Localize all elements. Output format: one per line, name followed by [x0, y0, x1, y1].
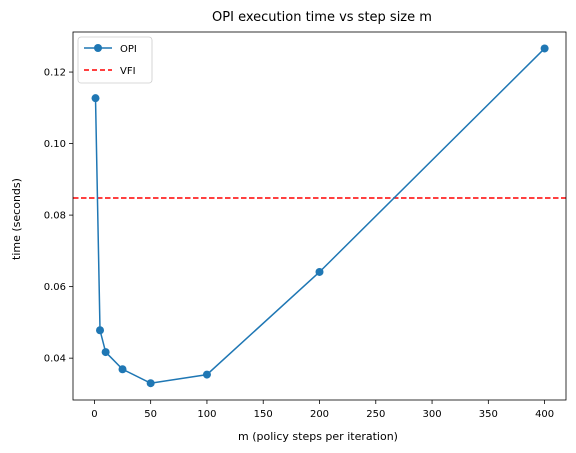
x-tick-label: 150 [254, 409, 273, 420]
opi-point [202, 370, 211, 379]
x-tick-label: 200 [310, 409, 329, 420]
chart-title: OPI execution time vs step size m [212, 10, 432, 25]
x-tick-label: 100 [197, 409, 216, 420]
y-tick-label: 0.12 [44, 68, 66, 79]
x-axis-ticks: 0 50 100 150 200 250 300 350 400 [91, 400, 554, 420]
y-axis-ticks: 0.04 0.06 0.08 0.10 0.12 [44, 68, 73, 365]
opi-point [540, 44, 549, 53]
opi-point [315, 267, 324, 276]
y-tick-label: 0.08 [44, 211, 66, 222]
opi-point [118, 365, 127, 374]
legend-box [77, 36, 153, 84]
y-tick-label: 0.04 [44, 354, 66, 365]
opi-point [96, 326, 105, 335]
x-tick-label: 350 [479, 409, 498, 420]
plot-area [73, 44, 566, 388]
legend-vfi-label: VFI [120, 66, 136, 77]
x-axis-label: m (policy steps per iteration) [238, 430, 398, 443]
opi-point [146, 379, 155, 388]
x-tick-label: 0 [91, 409, 97, 420]
opi-point [101, 348, 110, 357]
x-tick-label: 50 [144, 409, 157, 420]
y-tick-label: 0.06 [44, 282, 66, 293]
x-tick-label: 300 [423, 409, 442, 420]
axes-frame [72, 31, 567, 401]
legend-opi-marker [94, 44, 102, 52]
y-axis-label: time (seconds) [10, 178, 23, 260]
legend: OPI VFI [77, 36, 153, 84]
legend-opi-label: OPI [120, 44, 137, 55]
x-tick-label: 400 [535, 409, 554, 420]
x-tick-label: 250 [366, 409, 385, 420]
opi-point [91, 94, 100, 103]
y-tick-label: 0.10 [44, 139, 66, 150]
